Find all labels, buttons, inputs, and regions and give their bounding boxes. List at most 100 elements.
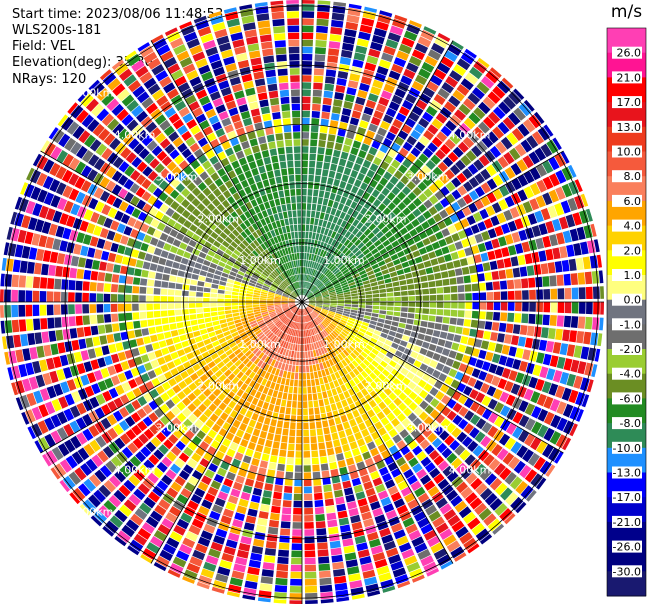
radar-gate: [340, 342, 347, 349]
radar-gate: [91, 454, 104, 468]
radar-gate: [400, 486, 412, 497]
radar-gate: [166, 537, 180, 549]
radar-gate: [240, 491, 251, 501]
radar-gate: [542, 160, 554, 174]
radar-gate: [330, 305, 337, 308]
radar-gate: [96, 304, 104, 313]
radar-gate: [354, 535, 367, 545]
radar-gate: [108, 252, 117, 263]
radar-gate: [417, 517, 430, 529]
radar-gate: [293, 275, 297, 282]
radar-gate: [100, 417, 112, 430]
radar-gate: [288, 299, 295, 301]
radar-gate: [302, 139, 309, 146]
radar-gate: [108, 343, 117, 354]
radar-gate: [259, 430, 268, 439]
radar-gate: [480, 168, 491, 181]
radar-gate: [231, 458, 241, 468]
radar-gate: [529, 182, 541, 196]
radar-gate: [316, 535, 328, 543]
radar-gate: [352, 273, 360, 279]
radar-gate: [423, 260, 432, 268]
radar-gate: [390, 522, 403, 533]
radar-gate: [290, 246, 294, 254]
radar-gate: [556, 232, 565, 245]
radar-gate: [318, 264, 323, 271]
radar-gate: [318, 556, 330, 564]
radar-gate: [338, 121, 348, 130]
radar-gate: [259, 300, 267, 302]
radar-gate: [196, 292, 203, 297]
radar-gate: [314, 175, 321, 183]
radar-gate: [492, 174, 504, 187]
radar-gate: [213, 379, 222, 387]
radar-gate: [253, 152, 262, 161]
radar-gate: [313, 342, 318, 350]
radar-gate: [320, 176, 328, 184]
radar-gate: [302, 132, 310, 139]
radar-gate: [76, 402, 87, 415]
radar-gate: [407, 440, 418, 450]
radar-gate: [388, 382, 397, 392]
radar-gate: [293, 386, 298, 394]
radar-gate: [349, 418, 357, 427]
radar-gate: [412, 463, 423, 474]
radar-gate: [385, 39, 399, 49]
radar-gate: [256, 267, 263, 273]
radar-gate: [284, 414, 291, 422]
radar-gate: [398, 274, 406, 281]
radar-gate: [241, 250, 249, 258]
radar-gate: [413, 395, 423, 405]
radar-gate: [216, 349, 225, 356]
radar-gate: [351, 210, 359, 218]
radar-gate: [42, 453, 52, 467]
radar-gate: [306, 267, 309, 275]
radar-gate: [274, 126, 283, 134]
radar-gate: [583, 331, 592, 345]
radar-gate: [340, 282, 348, 287]
radar-gate: [341, 359, 348, 367]
radar-gate: [163, 439, 174, 450]
radar-gate: [279, 161, 287, 169]
radar-gate: [429, 359, 438, 369]
radar-gate: [120, 331, 129, 341]
radar-gate: [372, 477, 383, 487]
radar-gate: [471, 348, 480, 358]
radar-gate: [329, 342, 336, 349]
radar-gate: [99, 465, 112, 478]
radar-gate: [276, 205, 282, 213]
radar-gate: [169, 229, 179, 238]
radar-gate: [388, 235, 397, 243]
radar-gate: [113, 489, 127, 503]
radar-gate: [321, 276, 327, 282]
radar-gate: [358, 292, 365, 296]
radar-gate: [306, 365, 310, 373]
radar-gate: [480, 76, 495, 89]
radar-gate: [281, 514, 291, 522]
radar-gate: [220, 341, 229, 348]
radar-gate: [422, 176, 433, 187]
radar-gate: [336, 218, 343, 226]
radar-gate: [329, 307, 337, 311]
radar-gate: [310, 443, 318, 451]
radar-gate: [271, 104, 280, 113]
radar-gate: [340, 414, 348, 423]
radar-gate: [289, 328, 294, 336]
radar-gate: [380, 332, 388, 339]
radar-gate: [549, 275, 557, 287]
radar-gate: [512, 359, 522, 370]
radar-gate: [413, 319, 421, 326]
radar-gate: [274, 297, 281, 300]
radar-gate: [281, 296, 289, 299]
radar-gate: [213, 274, 221, 280]
radar-gate: [193, 148, 204, 159]
radar-gate: [507, 312, 515, 322]
radar-gate: [345, 365, 352, 373]
radar-gate: [392, 451, 403, 461]
radar-gate: [342, 268, 349, 275]
radar-gate: [366, 355, 374, 363]
radar-gate: [347, 7, 361, 17]
radar-gate: [120, 147, 132, 159]
radar-gate: [322, 391, 328, 399]
radar-gate: [337, 353, 344, 361]
